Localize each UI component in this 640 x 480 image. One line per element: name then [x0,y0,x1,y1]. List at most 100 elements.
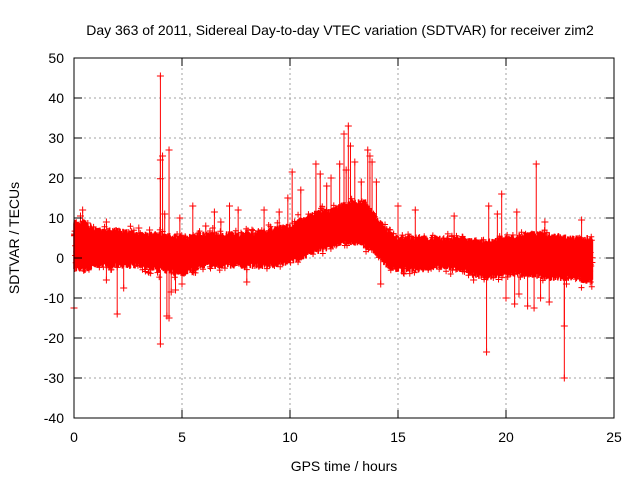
outlier-points [70,72,594,382]
outlier-point [372,178,380,218]
data-point [277,263,284,270]
outlier-point [217,218,225,234]
outlier-point [344,122,352,202]
data-point [319,250,326,257]
outlier-point [340,130,348,205]
outlier-point [368,158,376,212]
outlier-point [366,152,374,209]
outlier-point [537,276,545,302]
data-point [578,284,585,291]
data-point [390,230,397,237]
y-tick-label: -40 [44,410,64,426]
outlier-point [377,258,385,288]
y-tick-label: 20 [48,170,64,186]
y-tick-label: -30 [44,370,64,386]
outlier-point [163,271,171,320]
outlier-point [336,160,344,207]
outlier-point [79,206,87,222]
data-point [588,233,595,240]
data-point [444,230,451,237]
data-point [84,220,91,227]
outlier-point [560,278,568,330]
data-point [287,259,294,266]
data-point [382,221,389,228]
outlier-point [450,212,458,238]
x-tick-label: 15 [390,429,406,445]
y-tick-label: 0 [56,250,64,266]
outlier-point [275,208,283,228]
data-point [216,267,223,274]
data-point [147,270,154,277]
y-tick-label: 30 [48,130,64,146]
chart-title: Day 363 of 2011, Sidereal Day-to-day VTE… [86,22,594,38]
outlier-point [316,170,324,213]
y-axis-label: SDTVAR / TECUs [6,182,22,294]
outlier-point [210,208,218,234]
outlier-point [562,278,570,288]
data-point [498,274,505,281]
outlier-point [189,202,197,236]
y-tick-label: 40 [48,90,64,106]
outlier-point [483,277,491,356]
data-point [295,211,302,218]
outlier-point [545,278,553,306]
x-tick-labels: 0 5 10 15 20 25 [70,429,622,445]
outlier-point [532,160,540,234]
outlier-point [485,202,493,242]
outlier-point [156,270,164,348]
data-point [221,265,228,272]
y-tick-labels: -40 -30 -20 -10 0 10 20 30 40 50 [44,50,64,426]
data-point [344,242,351,249]
outlier-point [113,266,121,318]
y-tick-label: -20 [44,330,64,346]
data-band [71,195,596,291]
x-axis-label: GPS time / hours [291,458,398,474]
outlier-point [357,178,365,202]
outlier-point [178,274,186,288]
outlier-point [165,146,173,236]
outlier-point [172,272,180,294]
outlier-point [120,266,128,292]
data-point [443,268,450,275]
outlier-point [470,274,478,284]
outlier-point [234,206,242,234]
outlier-point [511,274,519,308]
data-point [200,266,207,273]
outlier-point [156,175,164,234]
outlier-point [243,266,251,286]
axis-ticks [73,57,615,419]
data-point [248,226,255,233]
outlier-point [578,216,586,238]
outlier-point [524,274,532,310]
outlier-point [346,142,354,202]
outlier-point [502,274,510,302]
outlier-point [297,186,305,220]
data-point [171,274,178,281]
outlier-point [284,194,292,227]
outlier-point [493,210,501,240]
data-point [90,223,97,230]
data-point [588,283,595,290]
outlier-point [342,166,350,204]
outlier-point [260,206,268,231]
outlier-point [202,222,210,234]
y-tick-label: -10 [44,290,64,306]
outlier-point [161,210,169,235]
outlier-point [323,182,331,212]
outlier-point [515,274,523,298]
plot-frame [73,57,615,419]
outlier-point [327,174,335,211]
outlier-point [135,224,143,234]
outlier-point [226,202,234,234]
outlier-point [541,218,549,234]
outlier-point [176,214,184,238]
data-point [130,227,137,234]
data-point [100,264,107,271]
outlier-point [351,158,359,202]
outlier-point [530,275,538,312]
outlier-point [394,202,402,238]
outlier-point [288,168,296,225]
data-point [108,266,115,273]
y-tick-label: 50 [48,50,64,66]
